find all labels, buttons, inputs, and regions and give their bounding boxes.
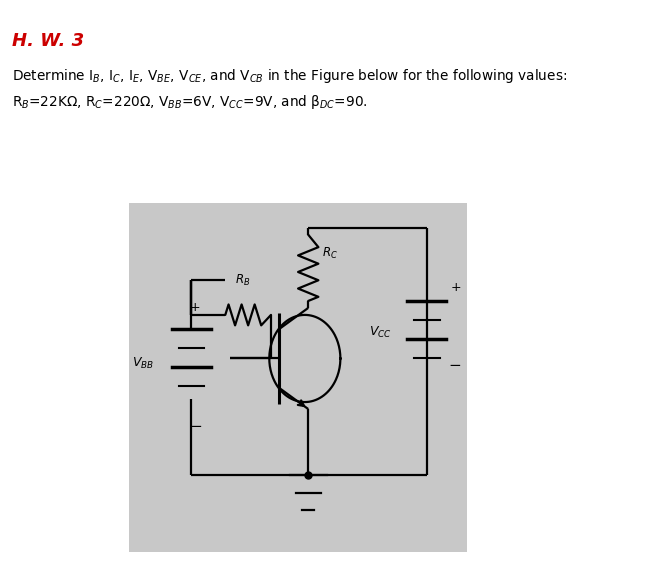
Text: H. W. 3: H. W. 3 <box>12 32 84 50</box>
Text: R$_B$=22KΩ, R$_C$=220Ω, V$_{BB}$=6V, V$_{CC}$=9V, and β$_{DC}$=90.: R$_B$=22KΩ, R$_C$=220Ω, V$_{BB}$=6V, V$_… <box>12 93 367 111</box>
Text: $R_B$: $R_B$ <box>235 272 250 288</box>
Bar <box>129 203 467 552</box>
Text: −: − <box>190 419 203 434</box>
Text: $R_C$: $R_C$ <box>321 246 338 261</box>
Text: $V_{CC}$: $V_{CC}$ <box>369 325 392 340</box>
Text: $V_{BB}$: $V_{BB}$ <box>133 356 154 371</box>
Text: −: − <box>449 358 461 373</box>
Text: Determine I$_B$, I$_C$, I$_E$, V$_{BE}$, V$_{CE}$, and V$_{CB}$ in the Figure be: Determine I$_B$, I$_C$, I$_E$, V$_{BE}$,… <box>12 67 567 85</box>
Text: +: + <box>451 281 461 293</box>
Text: +: + <box>190 302 200 314</box>
